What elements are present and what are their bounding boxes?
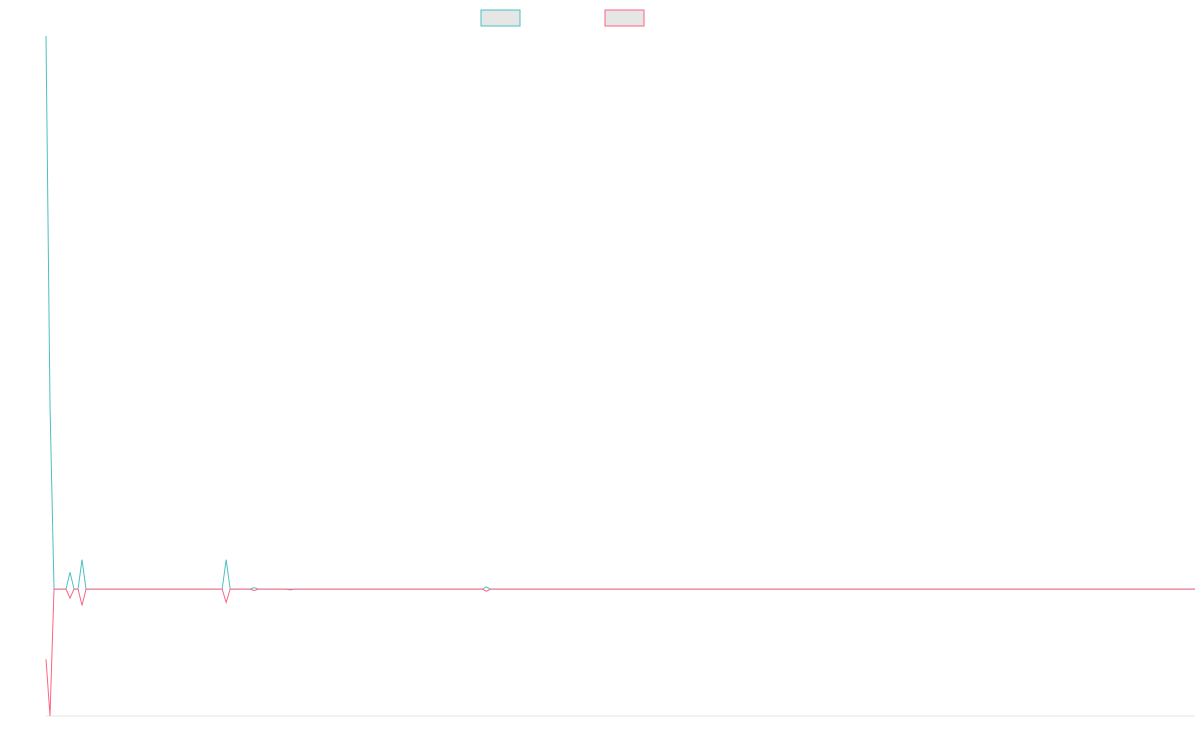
series-line-1	[45, 35, 1195, 590]
legend-swatch-series-2[interactable]	[604, 9, 645, 27]
series-line-2	[45, 588, 1195, 717]
legend-swatch-series-1[interactable]	[480, 9, 521, 27]
series-layer	[45, 35, 1195, 717]
legend	[480, 9, 645, 27]
